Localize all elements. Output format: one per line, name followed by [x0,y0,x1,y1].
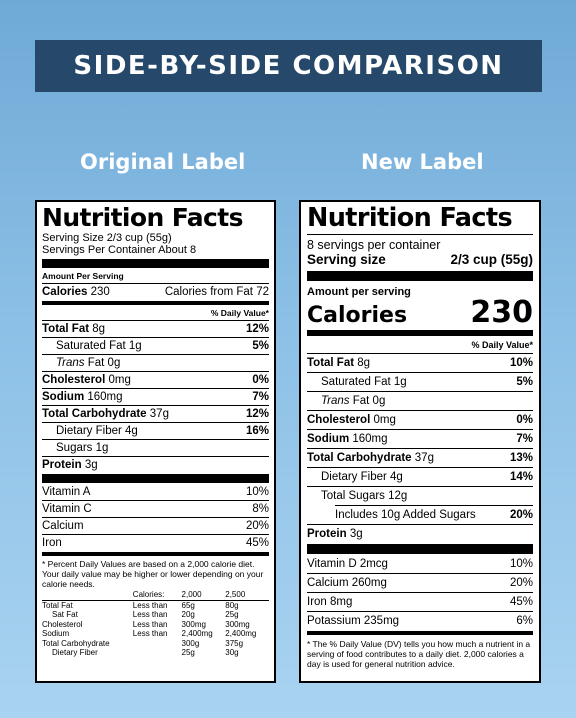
nutrient-row: Total Fat 8g 10% [307,353,533,372]
calories-label: Calories [307,303,408,328]
serving-size-row: Serving size 2/3 cup (55g) [307,252,533,267]
table-row: Total Carbohydrate 300g 375g [42,638,244,648]
nutrition-facts-title: Nutrition Facts [42,203,244,232]
nutrient-row: Total Carbohydrate 37g 13% [307,448,533,467]
vitamin-row: Iron 45% [42,534,269,552]
servings-per-container: 8 servings per container [307,238,441,252]
nutrient-row: Saturated Fat 1g 5% [42,337,269,354]
table-row: Dietary Fiber 25g 30g [52,648,239,657]
nutrient-row: Sugars 1g [42,439,269,456]
nutrient-row: Cholesterol 0mg 0% [307,410,533,429]
nutrient-row: Sodium 160mg 7% [307,429,533,448]
nutrient-row: Dietary Fiber 4g 16% [42,422,269,439]
nutrient-row: Dietary Fiber 4g 14% [307,467,533,486]
calories-row: Calories 230 Calories from Fat 72 [42,283,269,301]
amount-per-serving: Amount per serving [307,286,411,298]
nutrient-row: Saturated Fat 1g 5% [307,372,533,391]
vitamin-row: Vitamin A 10% [42,486,269,498]
daily-values-table: Calories: 2,000 2,500 Total Fat Less than… [42,590,269,658]
nutrient-row: Cholesterol 0mg 0% [42,371,269,388]
nutrient-row: Protein 3g [42,456,269,474]
table-row: Total Fat Less than 65g 80g [42,600,239,610]
nutrient-row: Sodium 160mg 7% [42,388,269,405]
vitamin-row: Iron 8mg 45% [307,592,533,611]
nutrient-row: Total Sugars 12g [307,486,533,505]
vitamin-row: Calcium 260mg 20% [307,573,533,592]
nutrient-row: Includes 10g Added Sugars 20% [335,505,533,524]
calories-value: 230 [90,286,110,298]
calories-from-fat: Calories from Fat 72 [164,286,269,298]
nutrient-row: Protein 3g [307,524,533,544]
new-nutrition-label: Nutrition Facts 8 servings per container… [299,200,541,683]
daily-value-header: % Daily Value* [210,308,269,318]
footnote: * The % Daily Value (DV) tells you how m… [307,639,531,669]
daily-value-header: % Daily Value* [471,340,533,350]
vitamin-row: Vitamin C 8% [42,500,269,517]
vitamin-row: Calcium 20% [42,517,269,534]
vitamin-row: Potassium 235mg 6% [307,611,533,631]
nutrient-row: Total Carbohydrate 37g 12% [42,405,269,422]
comparison-banner: SIDE-BY-SIDE COMPARISON [35,40,542,92]
amount-per-serving: Amount Per Serving [42,271,124,281]
calories-row: Calories 230 [307,298,533,330]
original-label-heading: Original Label [80,150,246,174]
footnote: * Percent Daily Values are based on a 2,… [42,559,264,589]
table-row: Sat Fat Less than 20g 25g [52,610,239,619]
servings-per-container: Servings Per Container About 8 [42,244,197,256]
calories-value: 230 [470,295,533,330]
calories-label: Calories [42,286,88,298]
nutrition-facts-title: Nutrition Facts [307,203,513,233]
table-row: Cholesterol Less than 300mg 300mg [42,619,250,629]
vitamin-row: Vitamin D 2mcg 10% [307,558,533,570]
nutrient-row: Trans Fat 0g [307,391,533,410]
serving-size: Serving Size 2/3 cup (55g) [42,232,172,244]
original-nutrition-label: Nutrition Facts Serving Size 2/3 cup (55… [35,200,276,683]
table-row: Sodium Less than 2,400mg 2,400mg [42,629,257,638]
nutrient-row: Total Fat 8g 12% [42,320,269,337]
nutrient-row: Trans Fat 0g [42,354,269,371]
new-label-heading: New Label [361,150,484,174]
